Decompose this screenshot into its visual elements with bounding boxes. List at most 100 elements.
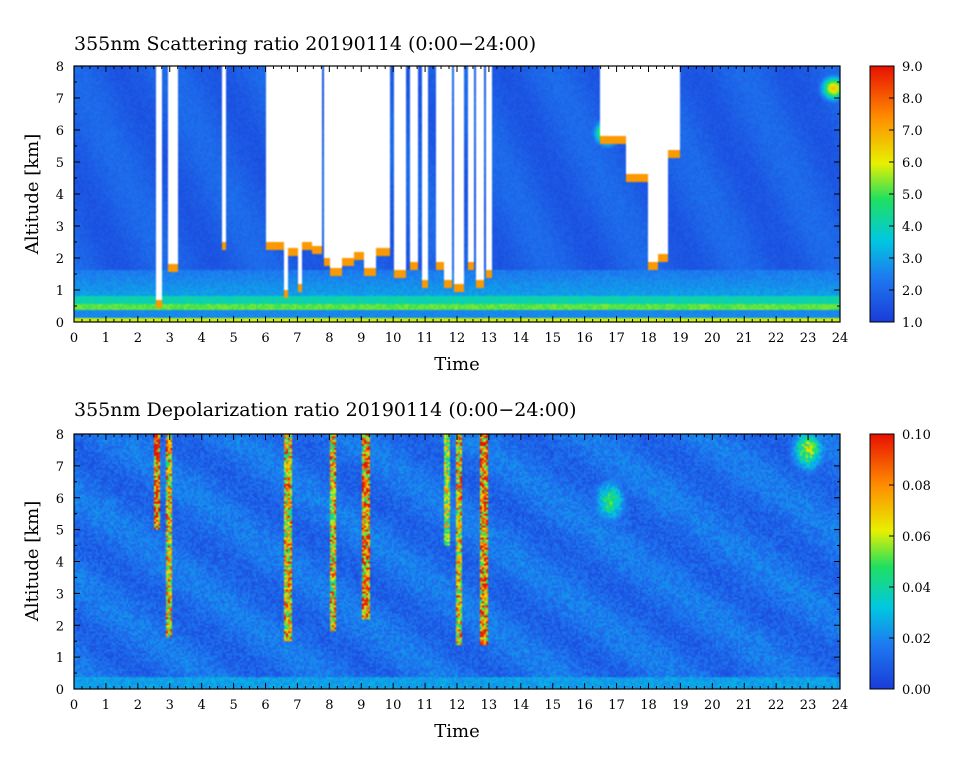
x-tick-label: 5 [229, 331, 237, 346]
x-tick-label: 14 [513, 698, 530, 713]
x-axis: 0 1 2 3 4 5 6 7 8 9 10 11 12 13 14 15 16 17 18 19 20 21 22 23 24 [70, 66, 848, 346]
y-tick-label: 8 [56, 60, 64, 75]
x-tick-label: 16 [576, 698, 593, 713]
x-tick-label: 0 [70, 331, 78, 346]
x-tick-label: 15 [544, 331, 561, 346]
x-tick-label: 9 [357, 698, 365, 713]
y-tick-label: 7 [56, 92, 64, 107]
x-tick-label: 12 [449, 698, 466, 713]
colorbar-tick-label: 9.0 [902, 60, 923, 75]
colorbar-tick-label: 2.0 [902, 284, 923, 299]
y-tick-label: 2 [56, 252, 64, 267]
y-tick-label: 3 [56, 587, 64, 602]
y-tick-label: 0 [56, 683, 64, 698]
x-tick-label: 4 [198, 331, 206, 346]
x-tick-label: 10 [385, 698, 402, 713]
y-tick-label: 1 [56, 284, 64, 299]
x-axis-label: Time [434, 354, 479, 375]
x-axis-label: Time [434, 721, 479, 742]
x-tick-label: 14 [513, 331, 530, 346]
x-tick-label: 22 [768, 698, 785, 713]
x-tick-label: 21 [736, 331, 753, 346]
y-axis: 0 1 2 3 4 5 6 7 8 [56, 428, 840, 698]
colorbar-tick-label: 1.0 [902, 316, 923, 331]
x-tick-label: 17 [608, 331, 625, 346]
x-tick-label: 13 [481, 698, 498, 713]
colorbar-tick-label: 3.0 [902, 252, 923, 267]
y-tick-label: 5 [56, 156, 64, 171]
x-tick-label: 10 [385, 331, 402, 346]
y-tick-label: 6 [56, 492, 64, 507]
x-tick-label: 18 [640, 331, 657, 346]
x-tick-label: 24 [832, 331, 849, 346]
x-tick-label: 4 [198, 698, 206, 713]
x-tick-label: 21 [736, 698, 753, 713]
x-axis: 0 1 2 3 4 5 6 7 8 9 10 11 12 13 14 15 16 17 18 19 20 21 22 23 24 [70, 434, 848, 713]
x-tick-label: 19 [672, 698, 689, 713]
colorbar [869, 433, 895, 690]
y-axis-label: Altitude [km] [22, 501, 43, 623]
x-tick-label: 3 [166, 331, 174, 346]
colorbar-tick-label: 0.08 [902, 479, 931, 494]
x-tick-label: 5 [229, 698, 237, 713]
y-tick-label: 4 [56, 556, 64, 571]
x-tick-label: 20 [704, 698, 721, 713]
y-tick-label: 4 [56, 188, 64, 203]
x-tick-label: 8 [325, 331, 333, 346]
y-tick-label: 6 [56, 124, 64, 139]
x-tick-label: 7 [293, 331, 301, 346]
y-tick-label: 5 [56, 524, 64, 539]
x-tick-label: 6 [261, 698, 269, 713]
chart-title: 355nm Scattering ratio 20190114 (0:00−24… [74, 33, 536, 55]
x-tick-label: 1 [102, 698, 110, 713]
x-tick-label: 19 [672, 331, 689, 346]
x-tick-label: 0 [70, 698, 78, 713]
x-tick-label: 17 [608, 698, 625, 713]
colorbar-tick-label: 6.0 [902, 156, 923, 171]
x-tick-label: 3 [166, 698, 174, 713]
y-tick-label: 8 [56, 428, 64, 443]
colorbar [869, 65, 895, 323]
x-tick-label: 13 [481, 331, 498, 346]
colorbar-tick-label: 0.00 [902, 683, 931, 698]
x-tick-label: 9 [357, 331, 365, 346]
y-tick-label: 2 [56, 619, 64, 634]
colorbar-tick-label: 8.0 [902, 92, 923, 107]
chart-title: 355nm Depolarization ratio 20190114 (0:0… [74, 399, 576, 421]
x-tick-label: 15 [544, 698, 561, 713]
y-tick-label: 1 [56, 651, 64, 666]
x-tick-label: 22 [768, 331, 785, 346]
colorbar-tick-label: 4.0 [902, 220, 923, 235]
colorbar-tick-label: 0.04 [902, 581, 931, 596]
x-tick-label: 11 [417, 331, 434, 346]
y-tick-label: 3 [56, 220, 64, 235]
colorbar-tick-label: 7.0 [902, 124, 923, 139]
x-tick-label: 2 [134, 698, 142, 713]
depolarization-ratio-heatmap [74, 434, 840, 689]
scattering-ratio-panel: 355nm Scattering ratio 20190114 (0:00−24… [22, 33, 923, 375]
x-tick-label: 23 [800, 331, 817, 346]
x-tick-label: 7 [293, 698, 301, 713]
x-tick-label: 8 [325, 698, 333, 713]
x-tick-label: 16 [576, 331, 593, 346]
x-tick-label: 23 [800, 698, 817, 713]
y-tick-label: 7 [56, 460, 64, 475]
depolarization-ratio-panel: 355nm Depolarization ratio 20190114 (0:0… [22, 399, 931, 742]
x-tick-label: 12 [449, 331, 466, 346]
colorbar-ticks: 1.0 2.0 3.0 4.0 5.0 6.0 7.0 8.0 9.0 [889, 60, 923, 331]
colorbar-tick-label: 5.0 [902, 188, 923, 203]
colorbar-tick-label: 0.02 [902, 632, 931, 647]
x-tick-label: 2 [134, 331, 142, 346]
x-tick-label: 6 [261, 331, 269, 346]
x-tick-label: 24 [832, 698, 849, 713]
y-axis: 0 1 2 3 4 5 6 7 8 [56, 60, 840, 331]
colorbar-tick-label: 0.06 [902, 530, 931, 545]
scattering-ratio-heatmap [74, 66, 840, 322]
y-axis-label: Altitude [km] [22, 134, 43, 256]
x-tick-label: 1 [102, 331, 110, 346]
colorbar-ticks: 0.00 0.02 0.04 0.06 0.08 0.10 [889, 428, 931, 698]
x-tick-label: 11 [417, 698, 434, 713]
colorbar-tick-label: 0.10 [902, 428, 931, 443]
x-tick-label: 20 [704, 331, 721, 346]
